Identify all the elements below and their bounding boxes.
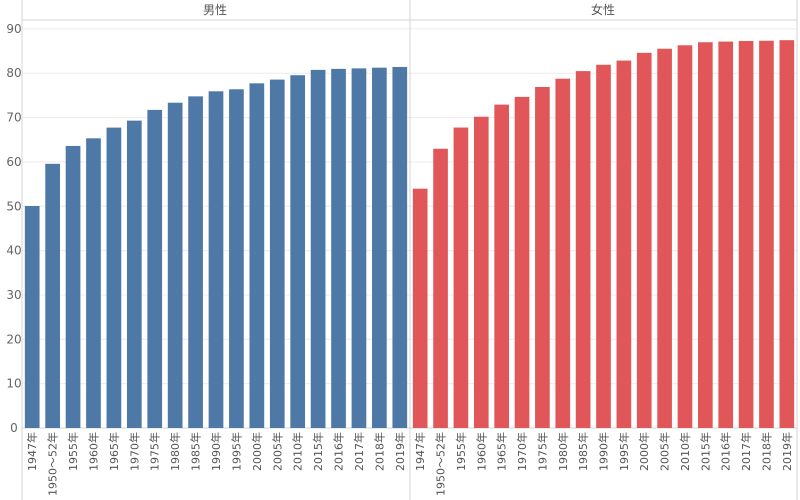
bar-male-8 [188,96,203,429]
bar-male-6 [147,109,163,429]
x-tick-label-female-6: 1975年 [535,432,549,471]
bar-male-1 [45,163,60,428]
panel-headers: 男性 女性 [203,2,615,17]
bar-female-18 [779,40,795,429]
bar-male-15 [331,68,346,428]
bar-male-12 [269,79,285,428]
bar-female-13 [677,45,693,428]
bar-female-0 [412,188,428,428]
bar-female-12 [657,48,672,428]
bar-male-17 [372,67,387,428]
bar-male-3 [86,138,101,428]
y-tick-label-50: 50 [6,199,21,213]
bar-male-18 [392,66,408,428]
x-tick-label-female-2: 1955年 [454,432,468,471]
x-tick-label-male-3: 1960年 [86,432,100,471]
x-tick-label-male-6: 1975年 [148,432,162,471]
bars [24,40,795,429]
x-tick-label-female-3: 1960年 [474,432,488,471]
bar-male-9 [208,91,224,428]
x-tick-label-female-7: 1980年 [556,432,570,471]
bar-male-4 [106,127,122,428]
x-tick-label-female-5: 1970年 [515,432,529,471]
bar-female-9 [596,64,611,428]
x-tick-label-male-17: 2018年 [372,432,386,471]
bar-female-1 [433,148,448,428]
bar-female-15 [718,41,734,429]
x-tick-label-male-10: 1995年 [229,432,243,471]
y-tick-label-20: 20 [6,332,21,346]
bar-female-11 [636,52,652,429]
x-tick-label-female-18: 2019年 [780,432,794,471]
bar-female-7 [555,78,571,428]
x-tick-label-male-0: 1947年 [25,432,39,471]
x-tick-label-male-15: 2016年 [332,432,346,471]
bar-male-13 [290,75,306,428]
x-tick-label-female-11: 2000年 [637,432,651,471]
x-tick-label-male-8: 1985年 [189,432,203,471]
bar-male-2 [65,145,81,429]
x-tick-label-female-4: 1965年 [495,432,509,471]
bar-male-11 [249,83,265,428]
bar-female-17 [759,40,774,428]
x-axis-labels: 1947年 1950～52年 1955年 1960年 1965年 1970年 1975年 19… [25,432,794,496]
y-tick-label-0: 0 [10,421,18,435]
x-tick-label-female-17: 2018年 [759,432,773,471]
bar-female-2 [453,127,469,428]
x-tick-label-male-4: 1965年 [107,432,121,471]
y-tick-label-70: 70 [6,111,21,125]
y-tick-label-60: 60 [6,155,21,169]
x-tick-label-male-16: 2017年 [352,432,366,471]
x-tick-label-female-9: 1990年 [597,432,611,471]
x-tick-label-female-1: 1950～52年 [434,432,448,496]
x-tick-label-male-1: 1950～52年 [46,432,60,496]
x-tick-label-male-13: 2010年 [291,432,305,471]
bar-female-14 [698,42,713,428]
y-axis: 0 10 20 30 40 50 60 70 80 90 [6,22,21,435]
y-tick-label-30: 30 [6,288,21,302]
x-tick-label-female-0: 1947年 [413,432,427,471]
x-tick-label-female-8: 1985年 [576,432,590,471]
x-tick-label-male-18: 2019年 [393,432,407,471]
bar-female-8 [575,71,591,429]
x-tick-label-male-2: 1955年 [66,432,80,471]
y-tick-label-80: 80 [6,66,21,80]
bar-male-0 [24,205,40,428]
x-tick-label-female-13: 2010年 [678,432,692,471]
panel-header-female: 女性 [591,2,615,17]
y-tick-label-90: 90 [6,22,21,36]
x-tick-label-female-16: 2017年 [739,432,753,471]
x-tick-label-female-12: 2005年 [658,432,672,471]
x-tick-label-female-15: 2016年 [719,432,733,471]
x-tick-label-female-10: 1995年 [617,432,631,471]
x-tick-label-male-11: 2000年 [250,432,264,471]
x-tick-label-male-5: 1970年 [127,432,141,471]
x-tick-label-female-14: 2015年 [698,432,712,471]
x-tick-label-male-12: 2005年 [270,432,284,471]
x-tick-label-male-14: 2015年 [311,432,325,471]
bar-female-4 [494,104,509,428]
bar-male-10 [229,89,244,428]
bar-male-14 [310,69,326,429]
bar-female-16 [738,41,754,428]
bar-male-16 [351,68,367,428]
y-tick-label-10: 10 [6,377,21,391]
bar-female-5 [514,96,530,428]
bar-female-10 [616,60,632,429]
y-tick-label-40: 40 [6,244,21,258]
bar-male-5 [126,120,142,428]
bar-female-6 [535,87,550,428]
bar-female-3 [473,116,489,429]
x-tick-label-male-9: 1990年 [209,432,223,471]
bar-male-7 [167,102,183,429]
x-tick-label-male-7: 1980年 [168,432,182,471]
panel-header-male: 男性 [203,3,227,17]
